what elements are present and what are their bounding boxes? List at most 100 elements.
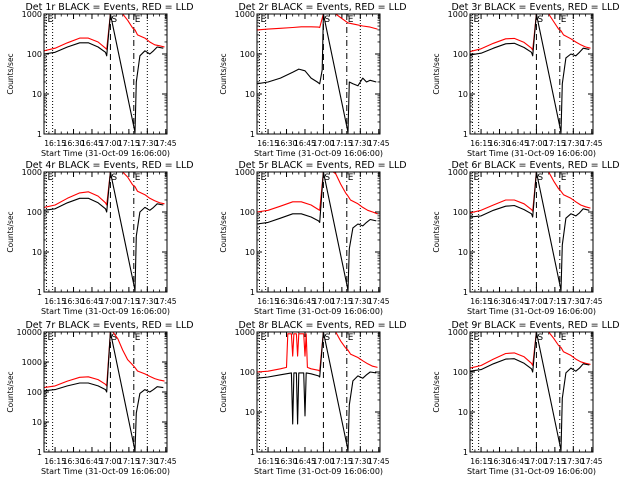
x-tick-label: 17:45 <box>581 297 603 306</box>
y-tick-label: 10 <box>245 248 255 257</box>
x-tick-label: 17:15 <box>544 457 566 466</box>
y-axis-label: Counts/sec <box>6 53 15 94</box>
marker-label: S <box>111 15 117 25</box>
x-axis-label: Start Time (31-Oct-09 16:06:00) <box>41 307 170 316</box>
y-tick-label: 1000 <box>22 168 42 177</box>
x-tick-label: 17:45 <box>155 457 177 466</box>
x-tick-label: 17:15 <box>331 297 353 306</box>
x-tick-label: 16:45 <box>507 457 529 466</box>
y-tick-label: 10 <box>458 408 468 417</box>
x-tick-label: 16:45 <box>81 457 103 466</box>
y-tick-label: 1000 <box>448 10 468 19</box>
x-tick-label: 17:45 <box>581 457 603 466</box>
marker-label: E <box>47 173 53 183</box>
panel-det-4r: Det 4r BLACK = Events, RED = LLD Counts/s… <box>6 160 194 316</box>
x-tick-label: 17:45 <box>368 297 390 306</box>
series-line-lld <box>44 14 165 52</box>
x-tick-label: 17:30 <box>137 297 159 306</box>
series-line-events <box>257 172 377 291</box>
y-tick-label: 1000 <box>448 328 468 337</box>
x-tick-label: 16:30 <box>63 139 85 148</box>
x-axis-label: Start Time (31-Oct-09 16:06:00) <box>41 149 170 158</box>
y-tick-label: 10 <box>32 248 42 257</box>
y-tick-label: 1000 <box>22 358 42 367</box>
marker-label: E <box>348 15 354 25</box>
y-tick-label: 1000 <box>22 10 42 19</box>
series-line-events <box>44 332 164 452</box>
x-tick-label: 17:15 <box>118 297 140 306</box>
panel-det-3r: Det 3r BLACK = Events, RED = LLD Counts/s… <box>432 2 620 158</box>
y-tick-label: 10000 <box>17 328 42 337</box>
plot-frame <box>43 13 168 135</box>
x-tick-label: 17:30 <box>563 139 585 148</box>
x-tick-label: 17:15 <box>331 139 353 148</box>
y-axis-label: Counts/sec <box>432 211 441 252</box>
marker-label: E <box>473 173 479 183</box>
panel-title: Det 3r BLACK = Events, RED = LLD <box>451 2 619 13</box>
marker-label: E <box>473 15 479 25</box>
y-axis-label: Counts/sec <box>432 53 441 94</box>
series-group <box>257 172 378 291</box>
x-tick-label: 17:15 <box>118 139 140 148</box>
plot-frame <box>43 171 168 293</box>
x-axis-label: Start Time (31-Oct-09 16:06:00) <box>467 467 596 476</box>
plot-frame <box>469 331 594 453</box>
y-tick-label: 10 <box>32 418 42 427</box>
marker-label: S <box>537 15 543 25</box>
y-tick-label: 100 <box>27 208 42 217</box>
panel-det-2r: Det 2r BLACK = Events, RED = LLD Counts/s… <box>219 2 407 158</box>
series-line-events <box>470 332 590 451</box>
x-tick-label: 16:30 <box>276 297 298 306</box>
y-tick-label: 1 <box>250 448 255 457</box>
y-tick-label: 100 <box>240 208 255 217</box>
x-tick-label: 17:45 <box>155 297 177 306</box>
x-tick-label: 16:30 <box>489 297 511 306</box>
y-tick-label: 10 <box>458 248 468 257</box>
series-line-events <box>44 172 164 291</box>
x-tick-label: 17:30 <box>137 457 159 466</box>
marker-label: S <box>537 333 543 343</box>
series-line-events <box>470 14 590 133</box>
series-line-events <box>257 332 377 451</box>
x-tick-label: 17:15 <box>544 139 566 148</box>
y-tick-label: 1 <box>463 288 468 297</box>
y-tick-label: 1 <box>250 130 255 139</box>
x-axis-label: Start Time (31-Oct-09 16:06:00) <box>254 307 383 316</box>
x-tick-label: 17:00 <box>100 457 122 466</box>
x-tick-label: 17:30 <box>350 297 372 306</box>
y-tick-label: 10 <box>32 90 42 99</box>
plot-frame <box>256 171 381 293</box>
marker-label: S <box>324 15 330 25</box>
marker-label: E <box>348 173 354 183</box>
x-tick-label: 16:45 <box>81 139 103 148</box>
marker-label: E <box>47 333 53 343</box>
x-tick-label: 17:00 <box>100 297 122 306</box>
x-tick-label: 16:45 <box>507 139 529 148</box>
series-group <box>44 14 165 133</box>
x-tick-label: 17:15 <box>544 297 566 306</box>
series-group <box>470 172 591 291</box>
series-line-lld <box>470 332 591 369</box>
series-group <box>470 332 591 451</box>
x-tick-label: 17:30 <box>350 139 372 148</box>
x-tick-label: 16:45 <box>294 297 316 306</box>
x-tick-label: 16:30 <box>63 297 85 306</box>
panel-title: Det 8r BLACK = Events, RED = LLD <box>238 320 406 331</box>
x-tick-label: 16:45 <box>294 139 316 148</box>
series-line-lld <box>44 172 165 208</box>
x-tick-label: 17:45 <box>155 139 177 148</box>
series-group <box>44 172 165 291</box>
marker-label: E <box>561 333 567 343</box>
y-tick-label: 10 <box>245 408 255 417</box>
x-tick-label: 17:45 <box>581 139 603 148</box>
x-tick-label: 16:15 <box>470 457 492 466</box>
x-tick-label: 16:15 <box>470 297 492 306</box>
x-tick-label: 16:45 <box>81 297 103 306</box>
panel-title: Det 6r BLACK = Events, RED = LLD <box>451 160 619 171</box>
x-axis-label: Start Time (31-Oct-09 16:06:00) <box>254 467 383 476</box>
series-line-lld <box>257 172 378 215</box>
y-axis-label: Counts/sec <box>6 211 15 252</box>
marker-label: E <box>47 15 53 25</box>
plot-frame <box>469 171 594 293</box>
